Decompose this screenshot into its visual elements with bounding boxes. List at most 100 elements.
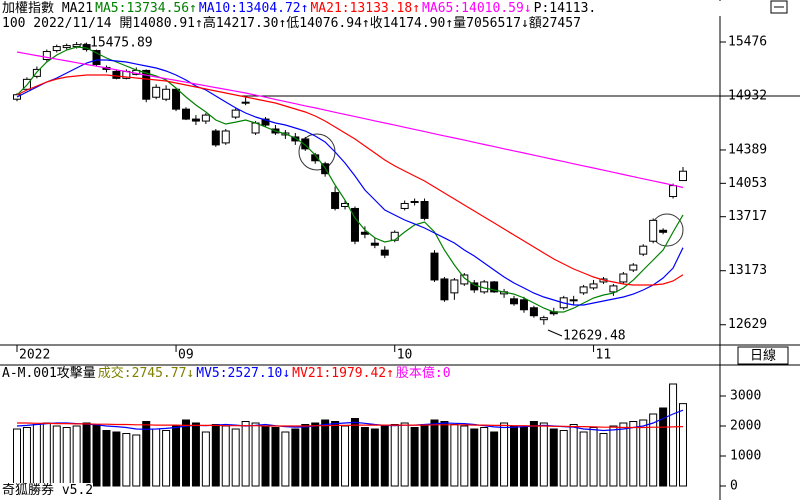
x-tick-label: 11 [596,348,612,363]
period-label: 日線 [750,348,776,364]
volume-bar [549,428,558,487]
volume-bar [311,422,320,487]
candle-body [231,109,240,118]
price-legend: 加權指數 MA21 MA5:13734.56↑ MA10:13404.72↑ MA21… [2,1,767,16]
candle-body [341,202,350,207]
volume-bar [440,421,449,487]
candle-body [112,70,121,79]
volume-bar [122,433,131,487]
candle-body [460,274,469,285]
legend-entry: 成交:2745.77↓ [97,366,195,381]
volume-bar [172,425,181,487]
candle-body [191,118,200,122]
candle-body [669,185,678,198]
candle-body [350,207,359,242]
volume-bar [271,427,280,487]
volume-bar [162,430,171,487]
y-tick-label: 0 [730,479,738,494]
candle-body [201,114,210,122]
volume-bar [370,428,379,487]
candle-body [92,50,101,65]
ma-line [16,46,684,313]
volume-bar [410,427,419,487]
volume-bar [112,431,121,487]
candle-body [639,245,648,255]
candle-body [679,170,687,182]
volume-bar [510,425,519,487]
candle-body [162,88,171,100]
volume-bar [251,422,260,487]
volume-bar [569,424,578,487]
candle-body [211,130,220,146]
legend-entry: A-M.001攻擊量 [2,366,96,381]
candle-body [301,138,310,150]
volume-bar [32,424,41,487]
candle-body [609,285,618,293]
volume-bar [281,431,290,487]
volume-bar [321,419,330,487]
candle-body [430,252,439,281]
volume-bar [589,427,598,487]
volume-bar [649,413,658,487]
volume-bar [390,424,399,487]
footer-brand: 奇狐勝券 v5.2 [2,483,94,498]
volume-bar [480,427,489,487]
volume-bar [211,424,220,487]
candle-body [181,108,190,120]
candle-body [510,298,519,305]
candle-body [291,136,300,142]
candle-body [579,286,588,294]
candle-body [649,219,658,242]
volume-bar [191,422,200,487]
low-pointer [547,329,563,337]
volume-bar [241,421,250,487]
candle-body [380,249,389,256]
candle-body [629,264,638,271]
ma-line [17,422,684,429]
legend-entry: MV5:2527.10↓ [196,366,291,381]
volume-bar [490,431,499,487]
candle-body [400,202,409,209]
volume-bar [142,421,151,487]
low-label: 12629.48 [563,329,626,344]
legend-entry: MA21:13133.18↑ [310,1,421,16]
volume-bar [579,431,588,487]
candle-body [152,86,161,98]
volume-bar [380,425,389,487]
volume-bar [261,425,270,487]
candle-body [410,200,419,203]
volume-bar [679,403,687,487]
volume-bar [132,434,141,487]
volume-bar [152,428,161,487]
volume-bar [430,419,439,487]
legend-entry: MA5:13734.56↑ [95,1,197,16]
ma-line [16,51,684,189]
legend-entry: P:14113. [533,1,597,16]
volume-bar [301,424,310,487]
volume-bar [559,430,568,487]
volume-bar [529,421,538,487]
ma-line [16,59,684,306]
volume-bar [291,428,300,487]
high-label: 15475.89 [90,36,153,51]
legend-entry: 加權指數 MA21 [2,1,94,16]
x-tick-label: 10 [397,348,413,363]
volume-bar [221,425,230,487]
volume-bar [360,427,369,487]
x-tick-label: 2022 [19,348,50,363]
volume-bar [599,433,608,487]
candle-body [619,273,628,283]
volume-bar [539,422,548,487]
y-tick-label: 3000 [730,389,761,404]
volume-bar [639,419,648,487]
candle-body [42,51,51,60]
volume-bar [420,424,429,487]
volume-bar [181,419,190,487]
candle-body [241,101,250,104]
candle-body [172,88,181,110]
candle-body [62,45,71,49]
candle-body [52,46,61,52]
volume-bar [350,418,359,487]
